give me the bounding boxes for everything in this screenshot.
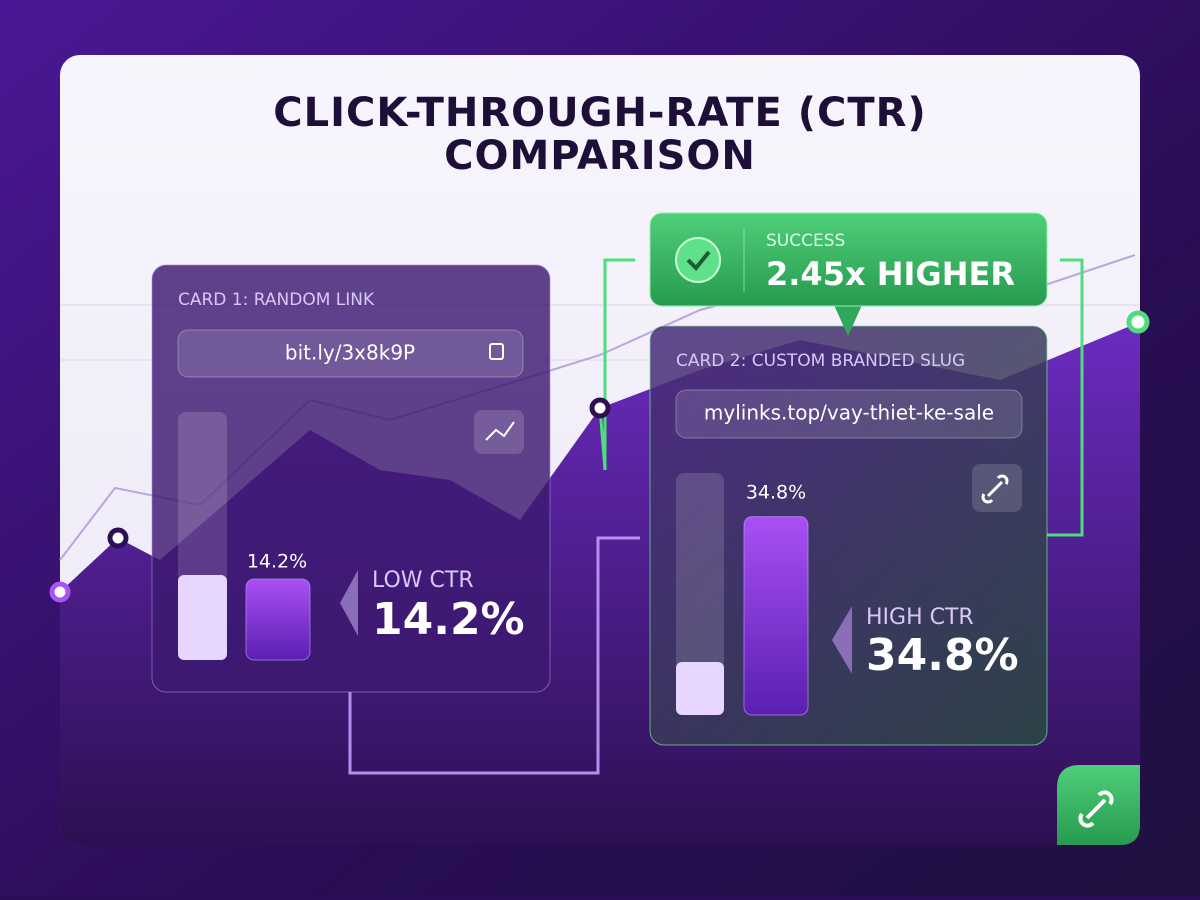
arrow	[832, 606, 852, 674]
bar	[743, 516, 809, 716]
title: CLICK-THROUGH-RATE (CTR)	[273, 90, 926, 136]
badge-pointer	[834, 305, 862, 336]
check	[686, 250, 711, 271]
dot	[1126, 310, 1150, 334]
dot	[107, 527, 129, 549]
arrow	[340, 570, 358, 636]
bar-label: 34.8%	[746, 482, 806, 504]
url: bit.ly/3x8k9P	[285, 341, 415, 365]
track-fill	[178, 575, 227, 660]
ctr-value: 34.8%	[866, 630, 1019, 681]
bar-track	[676, 473, 724, 715]
title: COMPARISON	[444, 133, 756, 179]
link-icon	[1078, 790, 1114, 828]
url: mylinks.top/vay-thiet-ke-sale	[704, 401, 994, 425]
connector	[598, 258, 635, 471]
connector	[348, 536, 640, 775]
connector	[1047, 258, 1084, 537]
ctr-value: 14.2%	[372, 594, 525, 645]
badge-label: SUCCESS	[766, 231, 845, 251]
dot	[49, 581, 71, 603]
dot	[589, 397, 611, 419]
chart-icon	[485, 421, 515, 441]
card-label: CARD 1: RANDOM LINK	[178, 290, 375, 310]
track-fill	[676, 662, 724, 715]
badge-text: 2.45x HIGHER	[766, 255, 1015, 293]
bar	[245, 578, 311, 661]
check-circle	[675, 237, 721, 283]
ctr-label: LOW CTR	[372, 568, 474, 593]
card-label: CARD 2: CUSTOM BRANDED SLUG	[676, 351, 965, 371]
badge	[649, 212, 1048, 307]
bar-label: 14.2%	[247, 551, 307, 573]
link-icon	[981, 474, 1009, 504]
url-box	[675, 389, 1023, 439]
url-box	[177, 329, 524, 378]
ctr-label: HIGH CTR	[866, 605, 974, 630]
copy-icon	[489, 343, 504, 360]
